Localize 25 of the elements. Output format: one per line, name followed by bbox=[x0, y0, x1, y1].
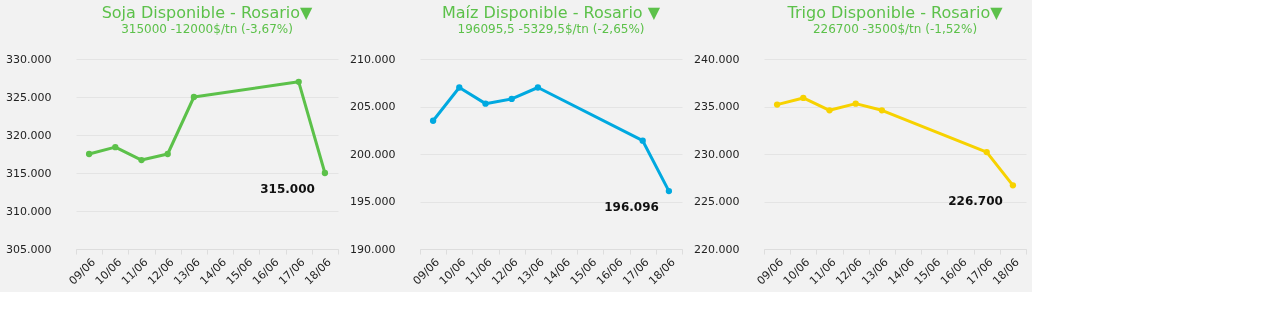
chart-subtitle: 196095,5 -5329,5$/tn (-2,65%) bbox=[457, 22, 645, 36]
y-tick-label: 310.000 bbox=[6, 204, 52, 218]
y-tick-label: 205.000 bbox=[350, 100, 396, 113]
chart-title: Trigo Disponible - Rosario▼ bbox=[786, 3, 1004, 22]
y-tick-label: 330.000 bbox=[6, 52, 52, 66]
y-tick-label: 235.000 bbox=[694, 100, 740, 113]
y-tick-label: 320.000 bbox=[6, 128, 52, 142]
data-label: 315.000 bbox=[260, 182, 315, 196]
y-tick-label: 315.000 bbox=[6, 166, 52, 180]
y-tick-label: 210.000 bbox=[350, 52, 396, 66]
chart-subtitle: 315000 -12000$/tn (-3,67%) bbox=[121, 22, 293, 36]
y-tick-label: 225.000 bbox=[694, 195, 740, 208]
data-label: 226.700 bbox=[948, 194, 1003, 209]
chart-title: Maíz Disponible - Rosario ▼ bbox=[441, 3, 661, 22]
y-tick-label: 190.000 bbox=[350, 242, 396, 256]
y-tick-label: 195.000 bbox=[350, 195, 396, 208]
chart-title: Soja Disponible - Rosario▼ bbox=[101, 3, 314, 22]
chart-subtitle: 226700 -3500$/tn (-1,52%) bbox=[812, 22, 978, 36]
y-tick-label: 230.000 bbox=[694, 147, 740, 161]
data-label: 196.096 bbox=[604, 200, 659, 215]
y-tick-label: 305.000 bbox=[6, 242, 52, 256]
y-tick-label: 325.000 bbox=[6, 90, 52, 104]
y-tick-label: 200.000 bbox=[350, 147, 396, 161]
y-tick-label: 220.000 bbox=[694, 242, 740, 256]
y-tick-label: 240.000 bbox=[694, 52, 740, 66]
